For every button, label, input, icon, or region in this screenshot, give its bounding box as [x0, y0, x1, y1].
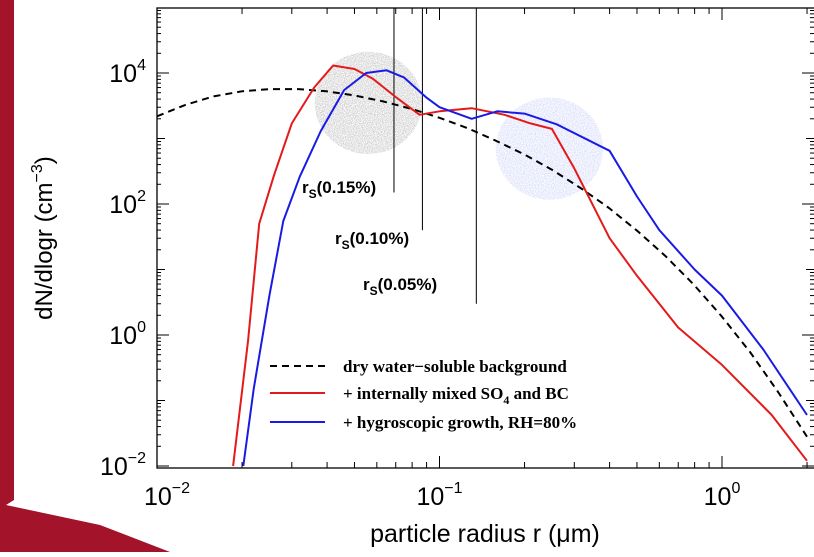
y-tick-label: 10−2 — [100, 450, 146, 481]
annotation-label-rs010: rS(0.10%) — [335, 229, 409, 252]
y-axis-label: dN/dlogr (cm−3) — [29, 156, 58, 320]
legend-label-internally-mixed: + internally mixed SO4 and BC — [343, 384, 569, 407]
series-layer — [157, 64, 808, 467]
annotation-lines — [393, 7, 477, 304]
legend-label-hygroscopic: + hygroscopic growth, RH=80% — [343, 413, 577, 432]
y-tick-label: 104 — [109, 57, 146, 88]
legend-label-dry-background: dry water−soluble background — [343, 357, 567, 376]
shaded-circle-gray — [314, 51, 423, 154]
series-hygroscopic-line — [242, 69, 808, 467]
annotation-labels: rS(0.15%) rS(0.10%) rS(0.05%) — [302, 178, 437, 298]
y-tick-label: 102 — [109, 188, 146, 219]
annotation-label-rs005: rS(0.05%) — [363, 275, 437, 298]
x-tick-label: 10−1 — [416, 480, 462, 511]
y-tick-label: 100 — [109, 319, 146, 350]
x-axis-label: particle radius r (μm) — [370, 520, 600, 548]
tick-labels: 10−2 10−1 100 10−2 100 102 104 — [100, 57, 741, 511]
legend: dry water−soluble background + internall… — [270, 357, 577, 432]
x-tick-label: 100 — [704, 480, 741, 511]
annotation-label-rs015: rS(0.15%) — [302, 178, 376, 201]
slide-decoration — [0, 0, 170, 552]
series-dry-background-line — [157, 88, 808, 438]
axis-ticks — [156, 8, 814, 468]
series-internally-mixed-line — [232, 64, 808, 467]
x-tick-label: 10−2 — [144, 480, 190, 511]
